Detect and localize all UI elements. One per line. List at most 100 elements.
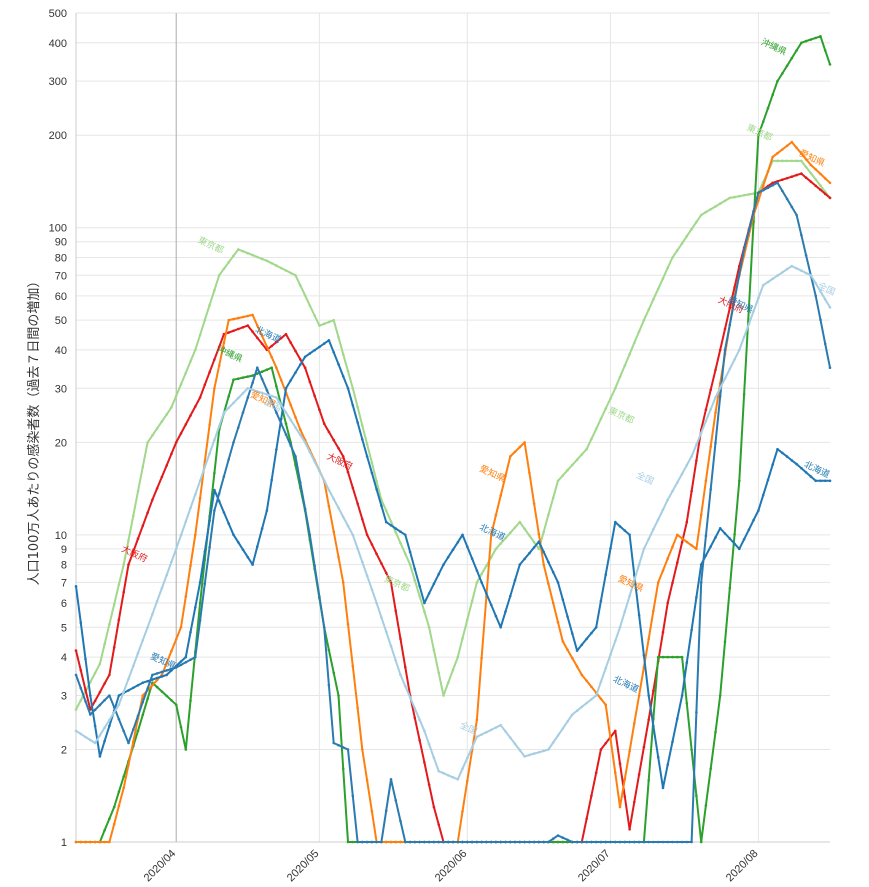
data-point (203, 582, 207, 586)
data-point (122, 563, 125, 566)
data-point (661, 630, 665, 634)
data-point (718, 202, 722, 205)
data-point (666, 557, 669, 560)
data-point (251, 313, 254, 317)
data-point (194, 405, 197, 408)
data-point (532, 540, 536, 544)
data-point (179, 383, 183, 386)
data-point (594, 771, 598, 774)
data-point (93, 741, 97, 745)
data-point (289, 379, 293, 382)
data-point (284, 387, 288, 390)
data-point (423, 840, 426, 844)
x-tick-label: 2020/08 (724, 848, 761, 885)
data-point (637, 694, 641, 697)
data-point (575, 458, 579, 462)
data-point (819, 479, 822, 483)
data-point (203, 383, 207, 387)
data-point (413, 707, 417, 710)
data-point (260, 377, 264, 381)
data-point (461, 767, 464, 770)
data-point (232, 533, 235, 537)
y-tick-label: 60 (55, 291, 67, 303)
data-point (781, 271, 784, 274)
data-point (389, 524, 393, 527)
data-point (456, 840, 460, 844)
data-point (399, 840, 402, 844)
series-name-label: 全国 (634, 469, 655, 487)
data-point (213, 288, 216, 292)
data-point (260, 257, 264, 261)
data-point (461, 637, 464, 640)
data-point (384, 520, 388, 524)
data-point (575, 665, 579, 668)
data-point (795, 462, 798, 466)
data-point (127, 563, 130, 566)
data-point (260, 391, 264, 395)
data-point (566, 840, 569, 844)
data-point (122, 590, 125, 594)
data-point (332, 438, 336, 442)
data-point (255, 366, 259, 370)
series-group (74, 264, 832, 781)
data-point (151, 612, 154, 616)
data-point (537, 547, 541, 551)
data-point (146, 626, 149, 629)
data-point (151, 434, 154, 437)
data-point (523, 441, 526, 444)
data-point (227, 395, 230, 398)
data-point (227, 458, 230, 461)
data-point (308, 380, 312, 384)
data-point (566, 838, 569, 842)
data-point (79, 621, 83, 624)
data-point (466, 840, 469, 844)
data-point (117, 804, 121, 808)
data-point (685, 840, 689, 844)
data-point (265, 259, 269, 263)
data-point (308, 533, 312, 537)
data-point (351, 664, 355, 668)
data-point (189, 630, 192, 634)
data-point (571, 463, 574, 467)
data-point (237, 396, 240, 400)
x-tick-label: 2020/06 (433, 848, 470, 885)
data-point (127, 538, 130, 542)
data-point (766, 280, 770, 284)
data-point (79, 699, 83, 702)
data-point (165, 464, 168, 467)
data-point (127, 763, 130, 767)
data-point (685, 702, 689, 705)
data-point (232, 329, 235, 333)
data-point (318, 595, 321, 598)
data-point (590, 698, 593, 701)
data-point (628, 533, 631, 537)
series-group (74, 35, 832, 844)
data-point (542, 840, 545, 844)
data-point (709, 488, 712, 491)
data-point (189, 506, 192, 510)
y-axis-label: 人口100万人あたりの感染者数（過去７日間の増加） (26, 275, 42, 586)
data-point (327, 488, 331, 492)
data-point (155, 427, 159, 430)
data-point (427, 840, 431, 844)
data-point (594, 694, 598, 697)
data-point (656, 755, 660, 759)
data-point (532, 840, 536, 844)
data-point (785, 64, 789, 68)
data-point (370, 840, 374, 844)
data-point (127, 689, 130, 692)
y-tick-label: 100 (49, 223, 67, 235)
data-point (198, 333, 202, 337)
y-tick-label: 2 (61, 745, 67, 757)
data-point (728, 586, 732, 590)
data-point (561, 598, 565, 601)
y-tick-label: 3 (61, 690, 67, 702)
data-point (275, 448, 278, 451)
data-point (74, 729, 78, 733)
data-point (699, 213, 703, 217)
data-point (284, 422, 288, 426)
data-point (408, 696, 412, 699)
data-point (394, 840, 398, 844)
data-point (79, 840, 83, 844)
